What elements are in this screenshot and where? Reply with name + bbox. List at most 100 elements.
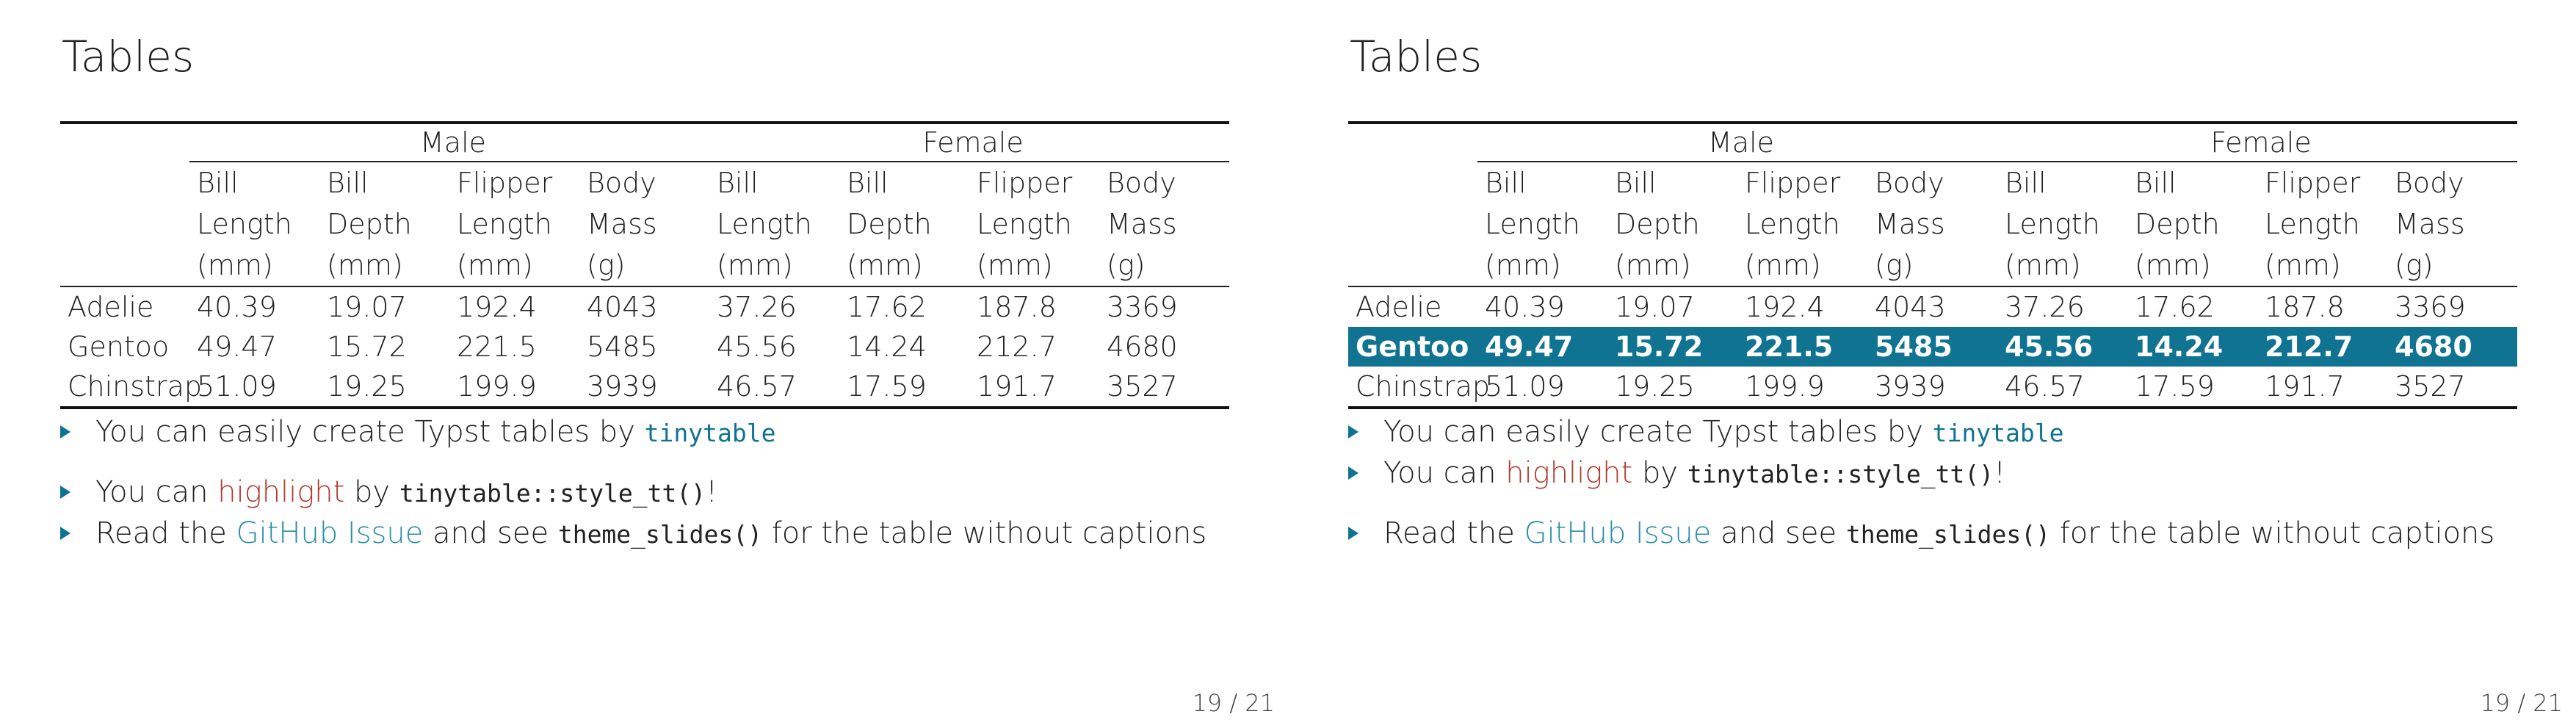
group-header-row: Male Female: [60, 121, 1230, 162]
table-body: Adelie 40.39 19.07 192.4 4043 37.26 17.62 187.8…: [60, 286, 1230, 409]
table-cell: 3527: [2387, 367, 2518, 409]
header-line: Bill: [2005, 167, 2047, 199]
column-header: Bill Length (mm): [189, 162, 319, 286]
table-cell: 40.39: [189, 286, 319, 327]
table-cell: 5485: [587, 331, 658, 363]
table-cell: 3939: [579, 367, 710, 409]
header-line: Depth: [1615, 208, 1700, 240]
inline-code: theme_slides(): [1845, 520, 2050, 549]
column-header: Bill Depth (mm): [1607, 162, 1737, 286]
empty-corner: [60, 162, 189, 286]
table-cell: 3369: [1099, 286, 1230, 327]
table-row: Chinstrap 51.09 19.25 199.9 3939 46.57 17.59 19…: [60, 367, 1230, 409]
bullet-item: You can easily create Typst tables by ti…: [60, 411, 1206, 452]
empty-corner: [1348, 121, 1477, 162]
header-line: (mm): [457, 249, 533, 281]
header-line: Body: [1875, 167, 1944, 199]
bullet-item: You can highlight by tinytable::style_tt…: [60, 472, 1206, 513]
column-header: Bill Depth (mm): [839, 162, 969, 286]
table-cell: 14.24: [847, 331, 927, 363]
table-cell: 4680: [2387, 327, 2518, 367]
header-line: Length: [1485, 208, 1580, 240]
empty-corner: [60, 121, 189, 162]
table-cell: 37.26: [1997, 286, 2128, 327]
github-issue-link[interactable]: GitHub Issue: [1524, 516, 1712, 550]
header-line: Body: [2395, 167, 2464, 199]
table-cell: 37.26: [709, 286, 840, 327]
table-cell: 51.09: [189, 367, 319, 409]
table-cell: 221.5: [1737, 327, 1867, 367]
group-header-row: Male Female: [1348, 121, 2518, 162]
inline-code: tinytable: [644, 419, 776, 447]
column-header: Bill Length (mm): [1477, 162, 1607, 286]
header-line: (mm): [1485, 249, 1561, 281]
bullet-text: and see: [423, 516, 558, 550]
bullet-text: You can easily create Typst tables by: [95, 415, 645, 449]
bullet-text: !: [706, 475, 718, 509]
bullet-item: Read the GitHub Issue and see theme_slid…: [1348, 513, 2495, 554]
header-line: Mass: [1875, 208, 1945, 240]
header-line: Bill: [847, 167, 889, 199]
slide-title: Tables: [62, 32, 195, 82]
table-cell: 17.59: [2127, 367, 2258, 409]
triangle-bullet-icon: [60, 425, 70, 439]
bullet-text: You can easily create Typst tables by: [1383, 415, 1933, 449]
header-line: Length: [1745, 208, 1840, 240]
header-line: Body: [1107, 167, 1176, 199]
column-header: Body Mass (g): [1867, 162, 1997, 286]
bullet-item: You can easily create Typst tables by ti…: [1348, 411, 2494, 452]
triangle-bullet-icon: [60, 486, 70, 499]
table-cell: 187.8: [969, 286, 1100, 327]
table-cell: 3527: [1099, 367, 1230, 409]
row-label-cell: Adelie: [60, 286, 189, 327]
bullet-text: for the table without captions: [2049, 516, 2495, 550]
bullet-text: Read the: [95, 516, 236, 550]
slide-left: Tables Male Female Bill Length (mm) Bill De…: [60, 32, 1275, 717]
column-header: Body Mass (g): [1099, 162, 1229, 286]
table-cell: 192.4: [449, 286, 579, 327]
table-cell: 212.7: [977, 331, 1057, 363]
table-row: Chinstrap 51.09 19.25 199.9 3939 46.57 17.59 19…: [1348, 367, 2518, 409]
header-line: Flipper: [2265, 167, 2361, 199]
group-header-male: Male: [1477, 121, 1998, 162]
header-line: Mass: [587, 208, 657, 240]
table-cell: 212.7: [2257, 327, 2388, 367]
header-line: (g): [2395, 249, 2434, 281]
bullet-text: You can: [1383, 456, 1506, 490]
table-cell: 17.59: [839, 367, 970, 409]
header-line: Flipper: [457, 167, 553, 199]
header-line: Length: [457, 208, 552, 240]
table-row: Gentoo 49.47 15.72 221.5 5485 45.56 14.24 212.7…: [1348, 327, 2518, 367]
column-header-row: Bill Length (mm) Bill Depth (mm) Flipper Leng…: [1348, 162, 2517, 286]
header-line: Mass: [1107, 208, 1177, 240]
header-line: Bill: [1485, 167, 1527, 199]
header-line: (mm): [327, 249, 403, 281]
table-cell: 187.8: [2257, 286, 2388, 327]
table-cell: 51.09: [1477, 367, 1607, 409]
table-cell: 4043: [579, 286, 710, 327]
header-line: Flipper: [1745, 167, 1841, 199]
table-cell: 14.24: [2127, 327, 2258, 367]
table-cell: 46.57: [709, 367, 840, 409]
header-line: Bill: [2135, 167, 2177, 199]
empty-corner: [1348, 162, 1477, 286]
header-line: Bill: [327, 167, 369, 199]
column-header: Flipper Length (mm): [449, 162, 579, 286]
header-line: Flipper: [977, 167, 1073, 199]
table-cell: 15.72: [327, 331, 407, 363]
slide-right: Tables Male Female Bill Length (mm) Bill De…: [1288, 0, 2576, 725]
header-line: Length: [977, 208, 1072, 240]
table-cell: 4680: [1107, 331, 1178, 363]
bullet-list: You can easily create Typst tables by ti…: [60, 411, 1206, 554]
page-number: 19 / 21: [1192, 689, 1275, 717]
table-cell: 5485: [1867, 327, 1998, 367]
header-line: Length: [717, 208, 812, 240]
bullet-text: by: [1632, 456, 1687, 490]
header-line: (mm): [1745, 249, 1821, 281]
row-label-cell: Chinstrap: [1348, 367, 1490, 409]
table-cell: 40.39: [1477, 286, 1607, 327]
github-issue-link[interactable]: GitHub Issue: [236, 516, 424, 550]
column-header: Body Mass (g): [579, 162, 709, 286]
header-line: (mm): [2135, 249, 2211, 281]
